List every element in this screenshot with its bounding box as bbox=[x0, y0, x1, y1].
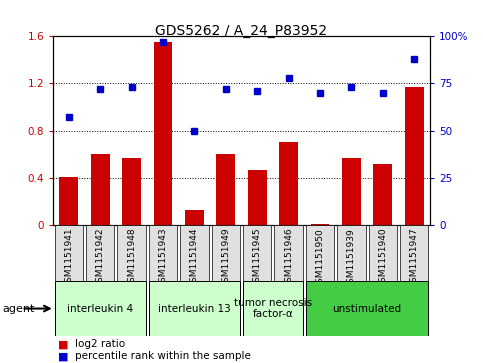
Text: GSM1151946: GSM1151946 bbox=[284, 228, 293, 289]
Bar bbox=[59, 177, 78, 225]
Text: unstimulated: unstimulated bbox=[332, 303, 402, 314]
FancyBboxPatch shape bbox=[243, 225, 271, 281]
FancyBboxPatch shape bbox=[149, 281, 240, 336]
FancyBboxPatch shape bbox=[180, 225, 209, 281]
Bar bbox=[342, 158, 361, 225]
FancyBboxPatch shape bbox=[274, 225, 303, 281]
Bar bbox=[248, 170, 267, 225]
FancyBboxPatch shape bbox=[55, 281, 146, 336]
Text: percentile rank within the sample: percentile rank within the sample bbox=[75, 351, 251, 361]
FancyBboxPatch shape bbox=[306, 225, 334, 281]
Bar bbox=[373, 164, 392, 225]
Text: GSM1151947: GSM1151947 bbox=[410, 228, 419, 289]
Text: GSM1151945: GSM1151945 bbox=[253, 228, 262, 289]
Text: interleukin 4: interleukin 4 bbox=[67, 303, 133, 314]
FancyBboxPatch shape bbox=[55, 225, 83, 281]
Text: GSM1151944: GSM1151944 bbox=[190, 228, 199, 288]
Text: GSM1151942: GSM1151942 bbox=[96, 228, 105, 288]
FancyBboxPatch shape bbox=[86, 225, 114, 281]
Bar bbox=[185, 210, 204, 225]
Bar bbox=[311, 224, 329, 225]
Text: GDS5262 / A_24_P83952: GDS5262 / A_24_P83952 bbox=[156, 24, 327, 38]
Text: GSM1151939: GSM1151939 bbox=[347, 228, 356, 289]
FancyBboxPatch shape bbox=[243, 281, 303, 336]
Bar bbox=[405, 87, 424, 225]
Bar bbox=[279, 143, 298, 225]
FancyBboxPatch shape bbox=[400, 225, 428, 281]
FancyBboxPatch shape bbox=[337, 225, 366, 281]
FancyBboxPatch shape bbox=[149, 225, 177, 281]
Text: GSM1151950: GSM1151950 bbox=[315, 228, 325, 289]
Bar bbox=[216, 154, 235, 225]
FancyBboxPatch shape bbox=[212, 225, 240, 281]
Text: GSM1151943: GSM1151943 bbox=[158, 228, 168, 289]
Text: GSM1151941: GSM1151941 bbox=[64, 228, 73, 289]
Text: agent: agent bbox=[2, 304, 35, 314]
Bar bbox=[91, 154, 110, 225]
Text: ■: ■ bbox=[58, 351, 69, 361]
Text: log2 ratio: log2 ratio bbox=[75, 339, 125, 349]
Text: GSM1151940: GSM1151940 bbox=[378, 228, 387, 289]
Bar bbox=[122, 158, 141, 225]
Text: ■: ■ bbox=[58, 339, 69, 349]
Text: GSM1151949: GSM1151949 bbox=[221, 228, 230, 289]
FancyBboxPatch shape bbox=[369, 225, 397, 281]
Text: GSM1151948: GSM1151948 bbox=[127, 228, 136, 289]
FancyBboxPatch shape bbox=[306, 281, 428, 336]
Text: interleukin 13: interleukin 13 bbox=[158, 303, 231, 314]
FancyBboxPatch shape bbox=[117, 225, 146, 281]
Bar bbox=[154, 42, 172, 225]
Text: tumor necrosis
factor-α: tumor necrosis factor-α bbox=[234, 298, 312, 319]
